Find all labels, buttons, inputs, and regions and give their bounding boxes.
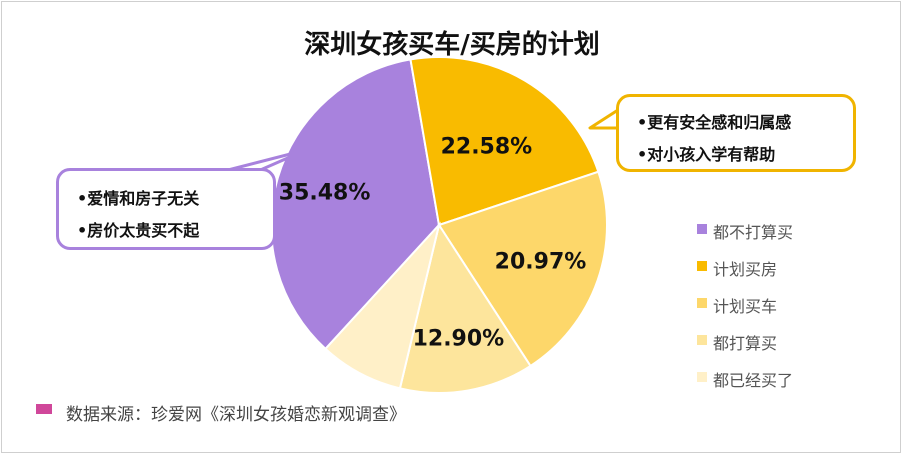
legend-swatch-3 [697,298,707,308]
callout-box-right: •更有安全感和归属感 •对小孩入学有帮助 [616,94,856,172]
pie-slice-3 [437,170,608,368]
data-label-4: 12.90% [413,327,505,352]
legend-label-1: 都不打算买 [713,223,794,242]
callout-right-pointer [588,108,621,130]
callout-box-left: •爱情和房子无关 •房价太贵买不起 [56,168,276,250]
callout-right-line-2: •对小孩入学有帮助 [637,145,776,164]
data-label-3: 20.97% [495,250,587,275]
legend-swatch-1 [697,224,707,234]
data-label-2: 22.58% [441,135,533,160]
legend-swatch-4 [697,335,707,345]
chart-title: 深圳女孩买车/买房的计划 [304,30,600,60]
legend-label-4: 都打算买 [713,334,778,353]
legend-label-5: 都已经买了 [713,371,794,390]
source-swatch [36,404,52,414]
data-label-1: 35.48% [279,180,371,205]
legend-swatch-2 [697,261,707,271]
pie-slice-1 [270,58,441,351]
callout-right-line-1: •更有安全感和归属感 [637,113,792,132]
callout-left-line-1: •爱情和房子无关 [77,189,200,208]
pie-slice-5 [324,221,441,390]
legend-label-2: 计划买房 [713,260,778,279]
pie-slice-2 [409,56,600,227]
legend-swatch-5 [697,372,707,382]
callout-left-line-2: •房价太贵买不起 [77,221,200,240]
source-text: 数据来源：珍爱网《深圳女孩婚恋新观调查》 [66,405,406,425]
legend-label-3: 计划买车 [713,297,778,316]
pie-slice-4 [398,222,532,394]
